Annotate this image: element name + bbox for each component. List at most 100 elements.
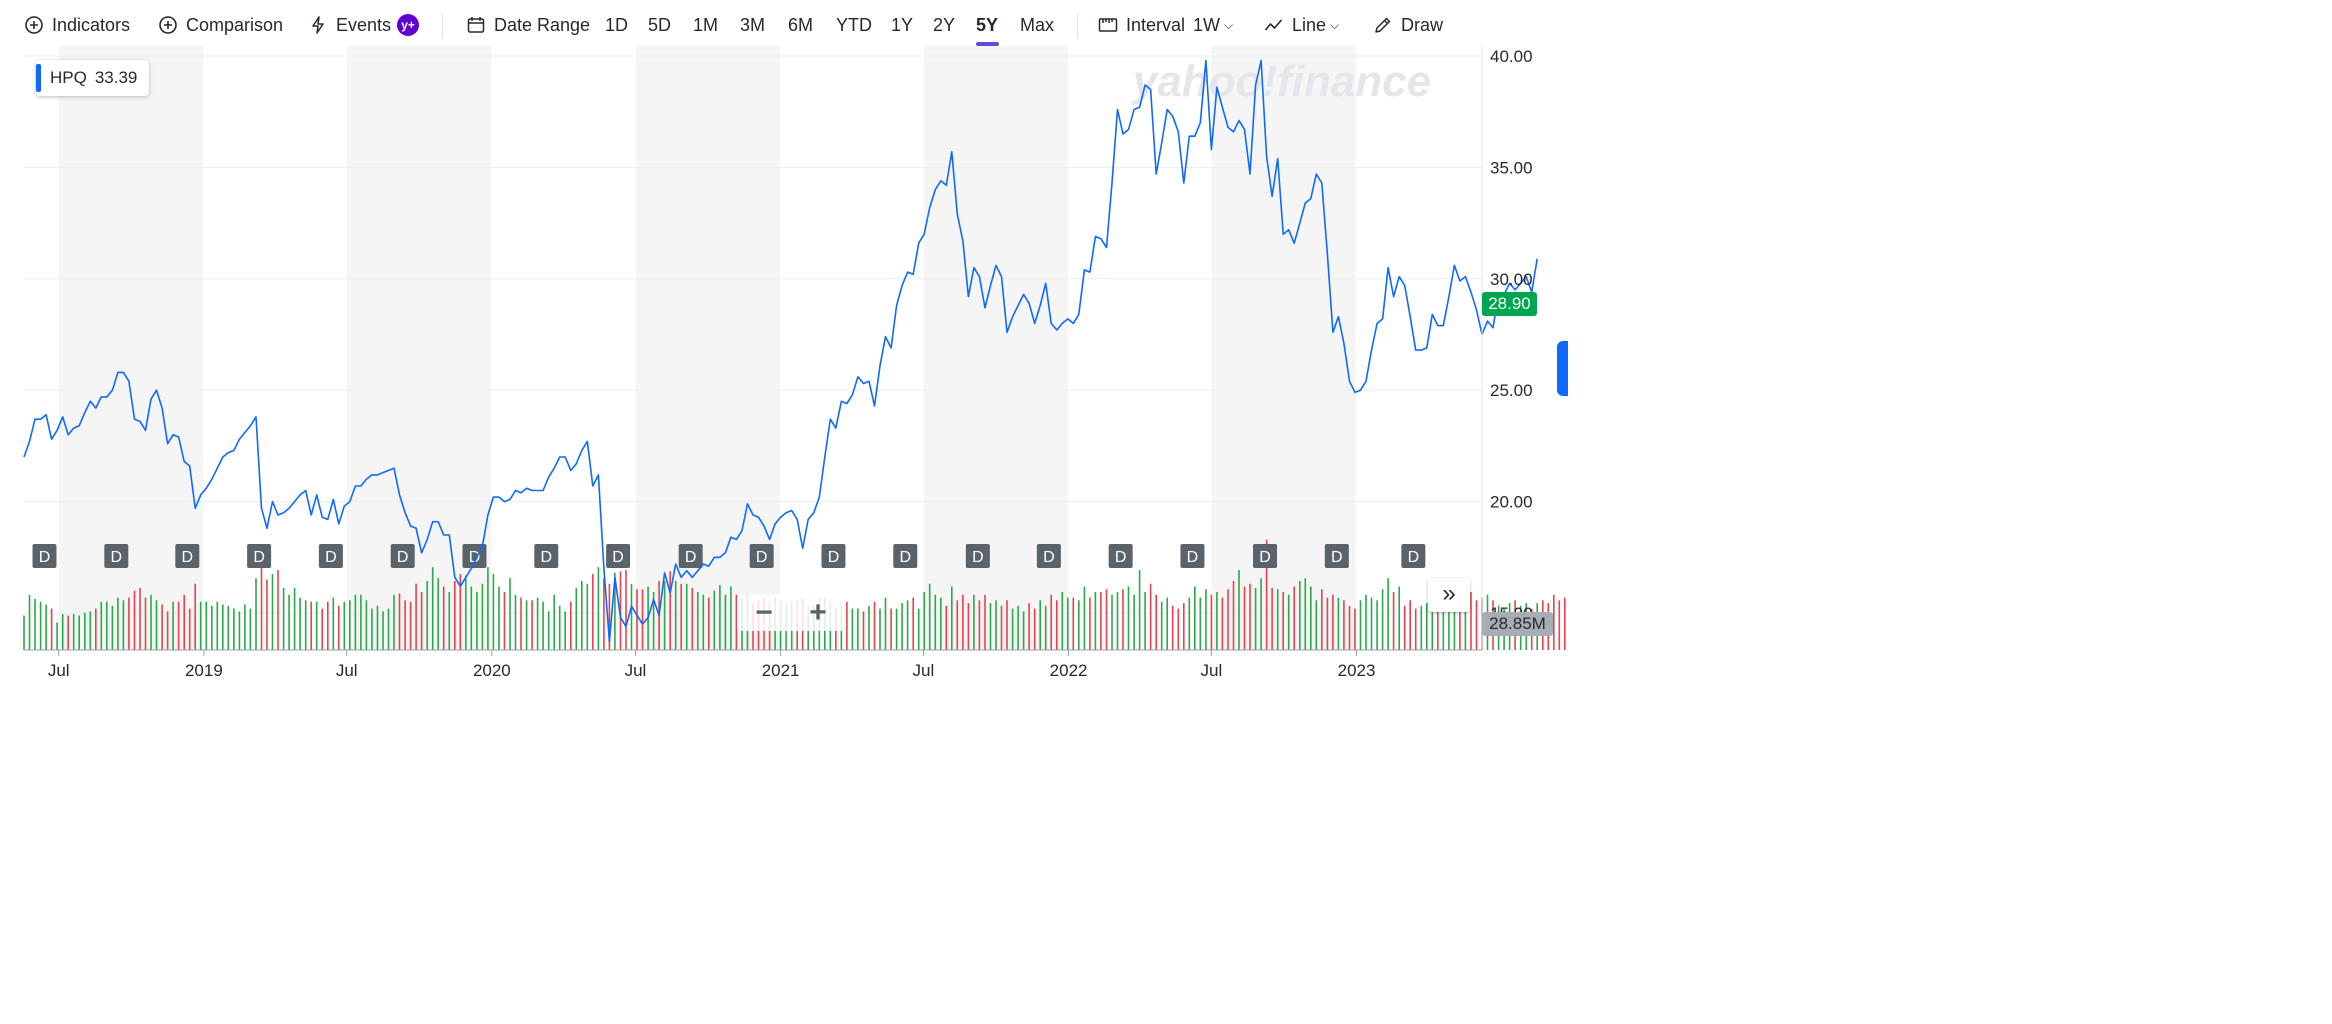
dividend-marker[interactable]: D <box>678 544 703 568</box>
zoom-controls: − + <box>737 595 845 631</box>
quote-legend[interactable]: HPQ 33.39 <box>36 60 150 96</box>
x-tick-label: Jul <box>913 661 935 680</box>
quote-value: 33.39 <box>94 68 138 87</box>
interval-button[interactable]: Interval 1W ⌵ <box>1098 10 1233 40</box>
line-chart-icon <box>1264 19 1283 31</box>
dividend-marker-label: D <box>756 549 768 566</box>
dividend-marker-label: D <box>972 549 984 566</box>
dividend-marker[interactable]: D <box>606 544 631 568</box>
dividend-marker-label: D <box>1259 549 1271 566</box>
y-tick-label: 20.00 <box>1490 493 1533 512</box>
dividend-marker[interactable]: D <box>247 544 272 568</box>
dividend-marker-box <box>104 544 129 568</box>
dividend-marker-label: D <box>111 549 123 566</box>
date-range-button[interactable]: Date Range <box>466 10 590 40</box>
price-line <box>23 59 1538 643</box>
quote-symbol: HPQ <box>50 68 87 87</box>
range-ytd-button[interactable]: YTD <box>836 15 872 35</box>
dividend-marker[interactable]: D <box>32 544 57 568</box>
dividend-marker-label: D <box>612 549 624 566</box>
y-tick-label: 35.00 <box>1490 158 1533 177</box>
dividend-marker-box <box>1253 544 1278 568</box>
range-3m-button[interactable]: 3M <box>740 15 766 35</box>
dividend-marker[interactable]: D <box>175 544 200 568</box>
comparison-label: Comparison <box>186 14 284 35</box>
range-1y-button[interactable]: 1Y <box>891 15 914 35</box>
range-5d-button[interactable]: 5D <box>648 15 672 35</box>
dividend-marker[interactable]: D <box>1401 544 1426 568</box>
dividend-marker[interactable]: D <box>749 544 774 568</box>
dividend-marker-label: D <box>899 549 911 566</box>
x-tick-label: 2021 <box>762 661 800 680</box>
dividend-marker-label: D <box>685 549 697 566</box>
time-bands <box>58 46 1356 650</box>
dividend-marker-box <box>318 544 343 568</box>
range-max-button[interactable]: Max <box>1020 15 1055 35</box>
dividend-marker[interactable]: D <box>965 544 990 568</box>
range-1m-button[interactable]: 1M <box>693 15 719 35</box>
x-tick-label: 2019 <box>185 661 223 680</box>
dividend-marker[interactable]: D <box>318 544 343 568</box>
indicators-button[interactable]: Indicators <box>24 10 130 40</box>
dividend-marker[interactable]: D <box>1036 544 1061 568</box>
dividend-marker-box <box>965 544 990 568</box>
dividend-marker-box <box>1324 544 1349 568</box>
dividend-marker-label: D <box>828 549 840 566</box>
plus-circle-icon <box>159 16 177 34</box>
dividend-marker[interactable]: D <box>893 544 918 568</box>
dividend-marker-box <box>893 544 918 568</box>
dividend-marker-box <box>534 544 559 568</box>
dividend-marker-label: D <box>182 549 194 566</box>
x-tick-label: 2023 <box>1338 661 1376 680</box>
dividend-marker-label: D <box>1115 549 1127 566</box>
dividend-marker-box <box>678 544 703 568</box>
calendar-icon <box>467 17 485 33</box>
draw-button[interactable]: Draw <box>1373 10 1443 40</box>
range-6m-button[interactable]: 6M <box>788 15 814 35</box>
lightning-icon <box>312 16 324 34</box>
dividend-marker-box <box>821 544 846 568</box>
watermark: yahoo!finance <box>1131 57 1431 106</box>
dividend-marker[interactable]: D <box>462 544 487 568</box>
x-tick-label: Jul <box>1201 661 1223 680</box>
dividend-marker-label: D <box>1331 549 1343 566</box>
x-axis-ticks: Jul 2019 Jul 2020 Jul 2021 Jul 2022 Jul 2023 <box>48 650 1376 680</box>
x-tick-label: Jul <box>336 661 358 680</box>
range-1d-button[interactable]: 1D <box>605 15 629 35</box>
dividend-marker[interactable]: D <box>1324 544 1349 568</box>
dividend-marker[interactable]: D <box>1180 544 1205 568</box>
zoom-in-button[interactable]: + <box>809 596 827 629</box>
events-button[interactable]: Events y+ <box>308 10 420 40</box>
last-price-tag: 28.90 <box>1482 292 1537 316</box>
dividend-marker-box <box>1180 544 1205 568</box>
dividend-marker[interactable]: D <box>390 544 415 568</box>
dividend-marker-box <box>247 544 272 568</box>
dividend-marker[interactable]: D <box>1253 544 1278 568</box>
chart-type-label: Line <box>1292 14 1327 35</box>
chevron-down-icon: ⌵ <box>1224 17 1234 32</box>
range-5y-button[interactable]: 5Y <box>976 15 999 35</box>
dividend-marker-box <box>390 544 415 568</box>
chart-type-button[interactable]: Line ⌵ <box>1264 10 1339 40</box>
ruler-icon <box>1098 18 1118 32</box>
indicators-label: Indicators <box>52 14 131 35</box>
range-2y-button[interactable]: 2Y <box>933 15 956 35</box>
comparison-button[interactable]: Comparison <box>158 10 283 40</box>
dividend-marker[interactable]: D <box>534 544 559 568</box>
active-range-indicator <box>976 42 999 46</box>
interval-value: 1W <box>1193 14 1221 35</box>
dividend-marker-label: D <box>1408 549 1420 566</box>
last-volume-tag: 28.85M <box>1482 612 1553 636</box>
scroll-to-latest-button[interactable]: » <box>1428 578 1470 612</box>
dividend-marker-box <box>606 544 631 568</box>
dividend-marker[interactable]: D <box>1108 544 1133 568</box>
side-panel-tab[interactable] <box>1557 341 1568 396</box>
zoom-out-button[interactable]: − <box>755 596 773 629</box>
dividend-marker[interactable]: D <box>821 544 846 568</box>
dividend-marker[interactable]: D <box>104 544 129 568</box>
events-label: Events <box>336 14 392 35</box>
x-tick-label: Jul <box>625 661 647 680</box>
dividend-marker-label: D <box>397 549 409 566</box>
y-tick-label: 30.00 <box>1490 270 1533 289</box>
